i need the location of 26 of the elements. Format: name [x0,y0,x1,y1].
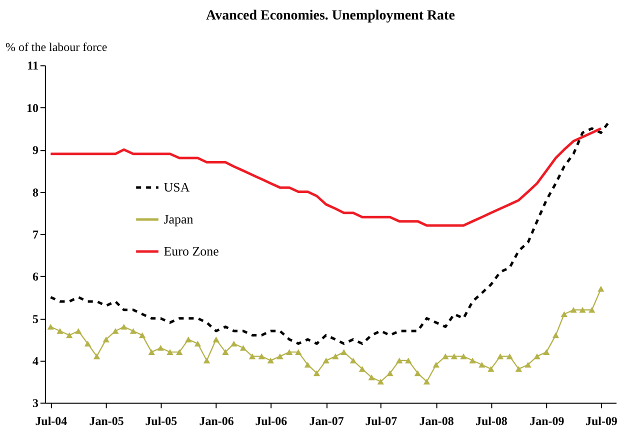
y-tick-label: 3 [32,396,38,410]
x-tick-label: Jan-06 [199,414,234,428]
x-tick-label: Jul-08 [475,414,508,428]
y-tick-label: 9 [32,143,38,158]
chart-title: Avanced Economies. Unemployment Rate [206,8,455,24]
x-tick-label: Jul-05 [145,414,178,428]
line-series [49,127,602,227]
x-tick-label: Jul-06 [255,414,288,428]
x-tick-label: Jan-09 [530,414,564,428]
y-tick-label: 5 [32,312,38,326]
legend-label: USA [164,180,190,195]
x-tick-label: Jan-07 [309,414,344,428]
y-tick-label: 8 [32,185,38,200]
y-tick-label: 11 [27,58,38,73]
legend-label: Japan [164,211,194,226]
y-tick-label: 6 [32,270,38,284]
legend-label: Euro Zone [164,243,220,258]
y-tick-label: 4 [32,354,38,368]
x-tick-label: Jan-08 [419,414,454,428]
x-tick-label: Jul-09 [585,414,618,428]
x-tick-label: Jan-05 [89,414,124,428]
y-tick-label: 10 [26,100,38,115]
y-axis-title: % of the labour force [5,40,108,54]
y-tick-label: 7 [32,227,38,242]
x-tick-label: Jul-07 [365,414,398,428]
x-tick-label: Jul-04 [35,414,68,428]
